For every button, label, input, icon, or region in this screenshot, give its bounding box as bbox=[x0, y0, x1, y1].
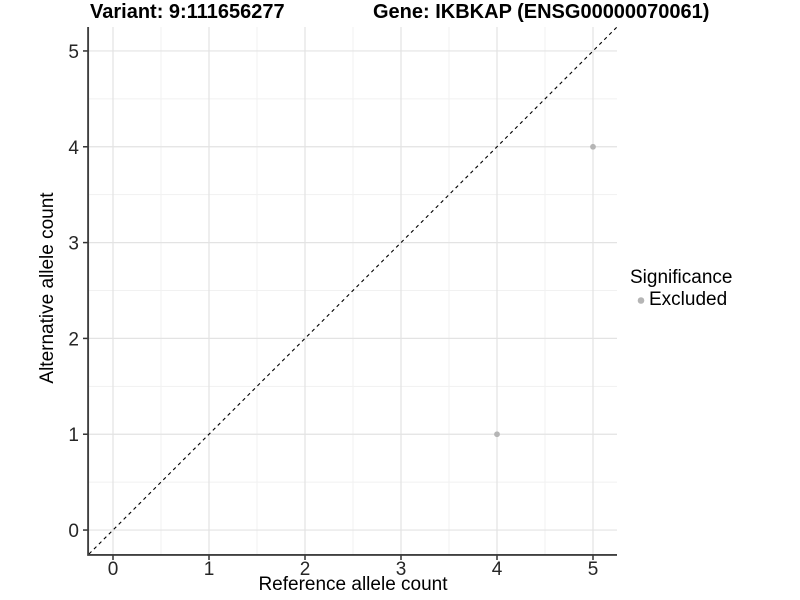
legend: Significance Excluded bbox=[630, 267, 732, 311]
x-tick-label: 5 bbox=[588, 559, 599, 580]
y-tick-label: 4 bbox=[68, 138, 79, 159]
plot-title-gene: Gene: IKBKAP (ENSG00000070061) bbox=[373, 1, 710, 23]
y-tick-label: 5 bbox=[68, 42, 79, 63]
y-tick-label: 1 bbox=[68, 425, 79, 446]
x-tick-label: 4 bbox=[492, 559, 503, 580]
x-axis-title: Reference allele count bbox=[258, 574, 448, 595]
y-tick-label: 0 bbox=[68, 521, 79, 542]
y-tick-label: 3 bbox=[68, 234, 79, 255]
identity-line bbox=[88, 26, 618, 555]
x-tick-label: 0 bbox=[108, 559, 119, 580]
legend-key-dot bbox=[637, 297, 645, 304]
x-tick-label: 3 bbox=[396, 559, 407, 580]
legend-item-label: Excluded bbox=[649, 289, 728, 310]
excluded-point-icon bbox=[637, 297, 645, 304]
legend-title: Significance bbox=[630, 267, 733, 288]
y-tick-label: 2 bbox=[68, 329, 79, 350]
x-tick-label: 1 bbox=[204, 559, 215, 580]
y-axis-title: Alternative allele count bbox=[37, 192, 58, 384]
plot-title-variant: Variant: 9:111656277 bbox=[90, 1, 285, 23]
legend-item: Excluded bbox=[630, 289, 732, 311]
data-point bbox=[494, 431, 500, 438]
data-point bbox=[590, 143, 596, 150]
x-tick-label: 2 bbox=[300, 559, 311, 580]
axis-lines bbox=[87, 27, 617, 556]
